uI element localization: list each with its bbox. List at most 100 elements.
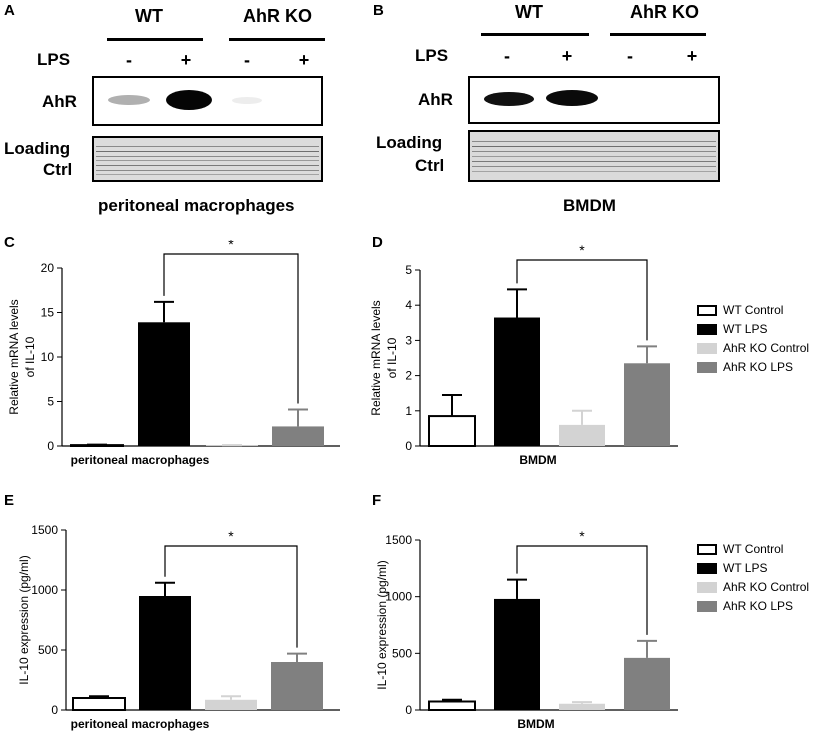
loading-ctrl-strip-b xyxy=(468,130,720,182)
loading-label-line2: Ctrl xyxy=(43,160,73,179)
treatment-label-lps-b: LPS xyxy=(415,46,449,65)
chart-e: 0 500 1000 1500 IL-10 expression (pg/ml) peri… xyxy=(17,523,340,731)
group-label-ahr-ko-b: AhR KO xyxy=(630,2,699,22)
group-underline-wt-b xyxy=(481,33,589,36)
y-tick-label: 1500 xyxy=(31,523,58,537)
x-axis-label: BMDM xyxy=(519,453,556,467)
lane-label-1: - xyxy=(126,50,132,70)
legend-swatch xyxy=(697,362,717,373)
panel-a: A WT AhR KO LPS - + - + AhR Loading Ctrl… xyxy=(0,0,400,230)
legend-swatch xyxy=(697,324,717,335)
y-tick-label: 20 xyxy=(41,261,55,275)
bar-3 xyxy=(624,363,670,446)
significance-label: * xyxy=(579,528,585,544)
panel-b: B WT AhR KO LPS - + - + AhR Loading Ctrl… xyxy=(368,0,829,230)
panel-letter-c: C xyxy=(4,234,15,251)
group-label-wt-b: WT xyxy=(515,2,543,22)
y-axis-label: Relative mRNA levels xyxy=(369,300,383,415)
lane-label-4: + xyxy=(298,50,310,70)
band-lane-3 xyxy=(232,97,262,104)
legend-swatch xyxy=(697,563,717,574)
y-tick-label: 500 xyxy=(38,643,58,657)
x-axis-label: BMDM xyxy=(517,717,554,731)
y-tick-label: 2 xyxy=(405,369,412,383)
y-tick-label: 1 xyxy=(405,404,412,418)
y-tick-label: 0 xyxy=(405,703,412,717)
panel-letter-f: F xyxy=(372,492,382,509)
y-tick-label: 4 xyxy=(405,298,412,312)
y-axis-label: Relative mRNA levels xyxy=(7,299,21,414)
y-tick-label: 5 xyxy=(405,263,412,277)
band-b-lane-1 xyxy=(484,92,534,106)
y-axis-label: of IL-10 xyxy=(385,337,399,378)
bar-2 xyxy=(559,703,605,710)
ahr-blot-strip xyxy=(92,76,323,126)
bar-3 xyxy=(271,662,323,710)
y-tick-label: 10 xyxy=(41,350,55,364)
chart-f: 0 500 1000 1500 IL-10 expression (pg/ml) BMDM… xyxy=(375,528,678,731)
lane-label-2: + xyxy=(180,50,192,70)
bar-2 xyxy=(559,424,605,446)
y-axis-label: of IL-10 xyxy=(23,336,37,377)
y-tick-label: 1000 xyxy=(31,583,58,597)
bar-1 xyxy=(494,598,540,710)
treatment-label-lps: LPS xyxy=(37,50,71,69)
y-tick-label: 1000 xyxy=(385,590,412,604)
ahr-blot-strip-b xyxy=(468,76,720,124)
loading-label-line1-b: Loading xyxy=(376,133,443,152)
panel-letter-b: B xyxy=(373,2,384,19)
x-axis-label: peritoneal macrophages xyxy=(71,717,210,731)
y-tick-label: 3 xyxy=(405,333,412,347)
bar-1 xyxy=(494,317,540,446)
chart-c: 0 5 10 15 20 Relative mRNA levels of IL-10 peri… xyxy=(7,240,340,467)
bar-0 xyxy=(428,700,476,711)
y-axis-label: IL-10 expression (pg/ml) xyxy=(375,560,389,689)
significance-bracket xyxy=(516,545,648,635)
band-lane-1 xyxy=(108,95,150,105)
band-lane-2 xyxy=(166,90,212,110)
y-tick-label: 0 xyxy=(47,439,54,453)
loading-label-line2-b: Ctrl xyxy=(415,156,445,175)
band-b-lane-2 xyxy=(546,90,598,106)
bar-0 xyxy=(72,697,126,711)
bar-2 xyxy=(205,699,257,710)
legend-swatch xyxy=(697,601,717,612)
significance-bracket xyxy=(516,259,648,341)
x-axis-label: peritoneal macrophages xyxy=(71,453,210,467)
y-tick-label: 0 xyxy=(405,439,412,453)
y-tick-label: 0 xyxy=(51,703,58,717)
significance-bracket xyxy=(163,253,299,404)
group-underline-ahr-ko-b xyxy=(610,33,706,36)
group-label-ahr-ko: AhR KO xyxy=(243,6,312,26)
loading-ctrl-strip xyxy=(92,136,323,182)
target-label-ahr: AhR xyxy=(42,92,77,111)
lane-label-b4: + xyxy=(686,46,698,66)
significance-label: * xyxy=(228,240,234,252)
bar-3 xyxy=(624,657,670,710)
y-tick-label: 15 xyxy=(41,306,55,320)
bar-1 xyxy=(139,596,191,710)
y-tick-label: 500 xyxy=(392,646,412,660)
lane-label-b3: - xyxy=(627,46,633,66)
significance-label: * xyxy=(579,242,585,258)
bar-1 xyxy=(138,322,190,446)
panel-b-caption: BMDM xyxy=(563,196,616,215)
lane-label-3: - xyxy=(244,50,250,70)
lane-label-b2: + xyxy=(561,46,573,66)
group-label-wt: WT xyxy=(135,6,163,26)
legend-swatch xyxy=(697,582,717,593)
significance-label: * xyxy=(228,528,234,544)
panel-letter-d: D xyxy=(372,234,383,251)
loading-label-line1: Loading xyxy=(4,139,71,158)
significance-bracket xyxy=(164,545,298,648)
bar-0 xyxy=(428,415,476,448)
chart-d: 0 1 2 3 4 5 Relative mRNA levels of IL-10 BMDM * xyxy=(369,242,678,467)
y-axis-label: IL-10 expression (pg/ml) xyxy=(17,555,31,684)
y-tick-label: 1500 xyxy=(385,533,412,547)
panel-letter-a: A xyxy=(4,2,15,19)
target-label-ahr-b: AhR xyxy=(418,90,453,109)
group-underline-ahr-ko xyxy=(229,38,325,41)
legend-swatch xyxy=(697,305,717,316)
legend-swatch xyxy=(697,343,717,354)
y-tick-label: 5 xyxy=(47,395,54,409)
